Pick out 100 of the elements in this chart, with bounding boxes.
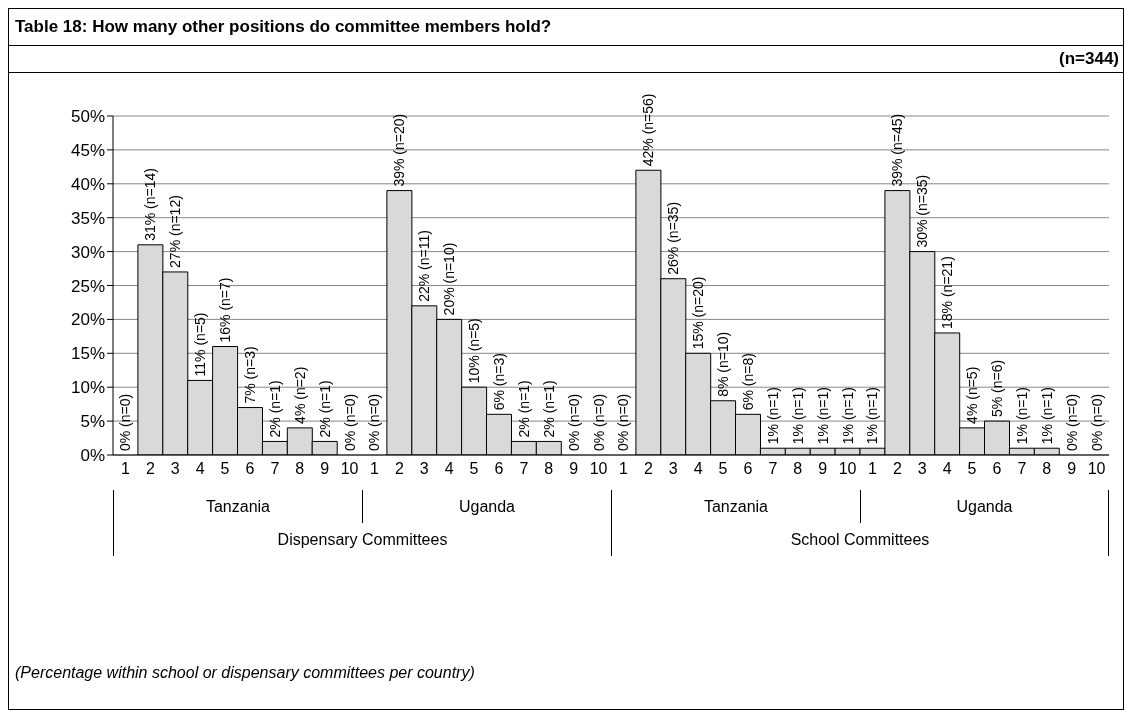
text: Tanzania bbox=[205, 498, 271, 515]
data-label: 1% (n=1) bbox=[1038, 387, 1055, 445]
y-tick-label: 20% bbox=[70, 310, 105, 330]
y-tick-label: 10% bbox=[70, 378, 105, 398]
data-label: 0% (n=0) bbox=[1063, 393, 1080, 451]
data-label: 4% (n=5) bbox=[964, 366, 981, 424]
x-tick-label: 5 bbox=[220, 460, 230, 478]
data-label: 1% (n=1) bbox=[864, 387, 881, 445]
x-tick-label: 2 bbox=[394, 460, 404, 478]
x-tick-label: 6 bbox=[494, 460, 504, 478]
y-tick-label: 25% bbox=[70, 276, 105, 296]
data-label: 22% (n=11) bbox=[416, 230, 433, 302]
data-label: 18% (n=21) bbox=[939, 256, 956, 329]
data-label: 1% (n=1) bbox=[1013, 387, 1030, 445]
data-label: 2% (n=1) bbox=[316, 380, 333, 438]
y-tick-label: 15% bbox=[70, 344, 105, 364]
x-tick-label: 9 bbox=[1067, 460, 1077, 478]
x-tick-label: 7 bbox=[768, 460, 778, 478]
data-label: 31% (n=14) bbox=[142, 168, 159, 241]
data-label: 11% (n=5) bbox=[192, 312, 209, 377]
x-tick-label: 8 bbox=[1042, 460, 1052, 478]
data-label: 6% (n=8) bbox=[739, 353, 756, 411]
data-label: 20% (n=10) bbox=[441, 242, 458, 316]
x-tick-label: 9 bbox=[818, 460, 828, 478]
data-label: 1% (n=1) bbox=[814, 387, 831, 445]
x-tick-label: 6 bbox=[992, 460, 1002, 478]
data-label: 0% (n=0) bbox=[341, 393, 358, 451]
data-label: 0% (n=0) bbox=[615, 393, 632, 451]
y-tick-label: 45% bbox=[70, 140, 105, 160]
x-tick-label: 8 bbox=[793, 460, 803, 478]
x-tick-label: 2 bbox=[145, 460, 155, 478]
text: Uganda bbox=[458, 498, 516, 515]
data-label: 0% (n=0) bbox=[1088, 393, 1105, 451]
x-tick-label: 7 bbox=[1017, 460, 1027, 478]
text: Tanzania bbox=[703, 498, 769, 515]
x-tick-label: 4 bbox=[942, 460, 952, 478]
x-tick-label: 3 bbox=[668, 460, 678, 478]
x-tick-label: 5 bbox=[718, 460, 728, 478]
data-label: 2% (n=1) bbox=[540, 380, 557, 438]
text: Uganda bbox=[956, 498, 1013, 515]
x-tick-label: 1 bbox=[868, 460, 877, 478]
y-tick-label: 40% bbox=[70, 174, 105, 194]
data-label: 1% (n=1) bbox=[764, 387, 781, 445]
data-label: 30% (n=35) bbox=[914, 174, 931, 248]
chart-subtitle: (n=344) bbox=[9, 46, 1123, 73]
x-tick-label: 4 bbox=[693, 460, 703, 478]
x-tick-label: 10 bbox=[589, 460, 608, 478]
x-tick-label: 10 bbox=[838, 460, 857, 478]
x-tick-label: 1 bbox=[370, 460, 379, 478]
data-label: 2% (n=1) bbox=[266, 380, 283, 438]
data-label: 27% (n=12) bbox=[167, 195, 184, 268]
x-tick-label: 3 bbox=[917, 460, 927, 478]
data-label: 7% (n=3) bbox=[241, 346, 258, 404]
x-tick-label: 10 bbox=[1087, 460, 1106, 478]
y-tick-label: 35% bbox=[70, 208, 105, 228]
data-label: 16% (n=7) bbox=[217, 277, 234, 343]
data-label: 0% (n=0) bbox=[565, 393, 582, 451]
x-tick-label: 7 bbox=[270, 460, 280, 478]
data-label: 6% (n=3) bbox=[490, 353, 507, 411]
x-tick-label: 5 bbox=[967, 460, 977, 478]
text: Dispensary Committees bbox=[277, 531, 448, 548]
x-tick-label: 7 bbox=[519, 460, 529, 478]
y-tick-label: 50% bbox=[70, 107, 105, 127]
y-tick-label: 0% bbox=[80, 446, 105, 466]
data-label: 4% (n=2) bbox=[291, 366, 308, 424]
text: (Percentage within school or dispensary committees per country) bbox=[15, 664, 475, 682]
x-tick-label: 1 bbox=[121, 460, 130, 478]
data-label: 42% (n=56) bbox=[640, 93, 657, 167]
x-tick-label: 2 bbox=[892, 460, 902, 478]
x-tick-label: 4 bbox=[444, 460, 454, 478]
x-tick-label: 9 bbox=[320, 460, 330, 478]
data-label: 39% (n=20) bbox=[391, 113, 408, 187]
data-label: 39% (n=45) bbox=[889, 113, 906, 187]
x-tick-label: 8 bbox=[295, 460, 305, 478]
text: School Committees bbox=[790, 531, 930, 548]
x-tick-label: 5 bbox=[469, 460, 479, 478]
chart-title: Table 18: How many other positions do committee members hold? bbox=[9, 9, 1123, 46]
x-tick-label: 6 bbox=[743, 460, 753, 478]
x-tick-label: 3 bbox=[170, 460, 180, 478]
x-tick-label: 8 bbox=[544, 460, 554, 478]
x-tick-label: 4 bbox=[195, 460, 205, 478]
data-label: 15% (n=20) bbox=[690, 276, 707, 350]
data-label: 1% (n=1) bbox=[789, 387, 806, 445]
data-label: 0% (n=0) bbox=[590, 393, 607, 451]
x-tick-label: 6 bbox=[245, 460, 255, 478]
x-tick-label: 3 bbox=[419, 460, 429, 478]
y-tick-label: 5% bbox=[80, 412, 105, 432]
y-tick-label: 30% bbox=[70, 242, 105, 262]
data-label: 5% (n=6) bbox=[988, 359, 1005, 418]
x-tick-label: 2 bbox=[643, 460, 653, 478]
x-tick-label: 10 bbox=[340, 460, 359, 478]
data-label: 0% (n=0) bbox=[117, 393, 134, 451]
data-label: 26% (n=35) bbox=[665, 201, 682, 275]
data-label: 2% (n=1) bbox=[515, 380, 532, 438]
x-tick-label: 1 bbox=[619, 460, 628, 478]
data-label: 1% (n=1) bbox=[839, 387, 856, 445]
data-label: 8% (n=10) bbox=[715, 331, 732, 397]
data-label: 0% (n=0) bbox=[366, 393, 383, 451]
data-label: 10% (n=5) bbox=[466, 318, 483, 384]
x-tick-label: 9 bbox=[569, 460, 579, 478]
